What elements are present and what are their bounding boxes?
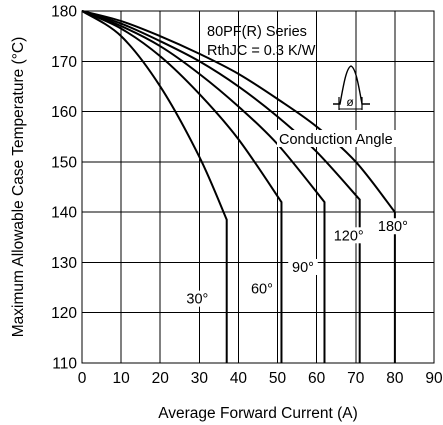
curve-label: 180°: [378, 219, 408, 235]
thermal-resistance-annotation: RthJC = 0.3 K/W: [207, 43, 316, 59]
curve-label-background: [373, 218, 412, 235]
plot-frame: [81, 10, 435, 364]
curve-120-deg: [81, 10, 361, 363]
y-tick-label: 180: [51, 4, 77, 21]
y-tick-label: 170: [51, 54, 77, 71]
curve-label: 30°: [186, 292, 208, 308]
x-tick-label: 10: [112, 370, 130, 387]
grid: [82, 11, 434, 363]
y-tick-label: 110: [52, 356, 77, 373]
x-tick-label: 50: [269, 370, 287, 387]
curve-30-deg: [81, 10, 228, 363]
y-tick-label: 130: [51, 255, 77, 272]
curve-label-background: [247, 280, 277, 297]
curve-labels: 30° 60° 90° 120° 180°: [182, 218, 412, 308]
y-tick-label: 150: [51, 154, 77, 171]
waveform-inset: ø: [333, 65, 370, 110]
curve-180-deg: [81, 10, 396, 363]
curve-label: 120°: [334, 228, 364, 244]
curves: [81, 10, 396, 363]
y-tick-label: 160: [51, 104, 77, 121]
tick-labels: 0 10 20 30 40 50 60 70 80 90 110 120 130 140 150 160 170…: [51, 4, 443, 388]
curve-60-deg: [81, 10, 283, 363]
y-tick-label: 140: [51, 205, 77, 222]
x-tick-label: 70: [347, 370, 365, 387]
half-sine-waveform-icon: [333, 65, 370, 105]
curve-label-background: [329, 227, 368, 244]
curve-90-deg: [81, 10, 326, 363]
curve-label: 90°: [292, 260, 314, 276]
y-tick-label: 120: [51, 305, 77, 322]
x-tick-label: 60: [308, 370, 326, 387]
x-tick-label: 30: [191, 370, 209, 387]
y-axis-title: Maximum Allowable Case Temperature (°C): [10, 37, 27, 338]
phi-symbol: ø: [346, 95, 354, 109]
x-tick-label: 0: [78, 370, 87, 387]
x-tick-label: 80: [386, 370, 404, 387]
x-tick-label: 90: [425, 370, 443, 387]
x-tick-label: 20: [152, 370, 170, 387]
series-annotation: 80PF(R) Series: [207, 24, 307, 40]
curve-label-background: [182, 290, 213, 307]
x-axis-title: Average Forward Current (A): [158, 405, 358, 422]
curve-label-background: [288, 258, 318, 275]
x-tick-label: 40: [230, 370, 248, 387]
conduction-angle-label: Conduction Angle: [279, 132, 393, 148]
curve-label: 60°: [251, 282, 273, 298]
